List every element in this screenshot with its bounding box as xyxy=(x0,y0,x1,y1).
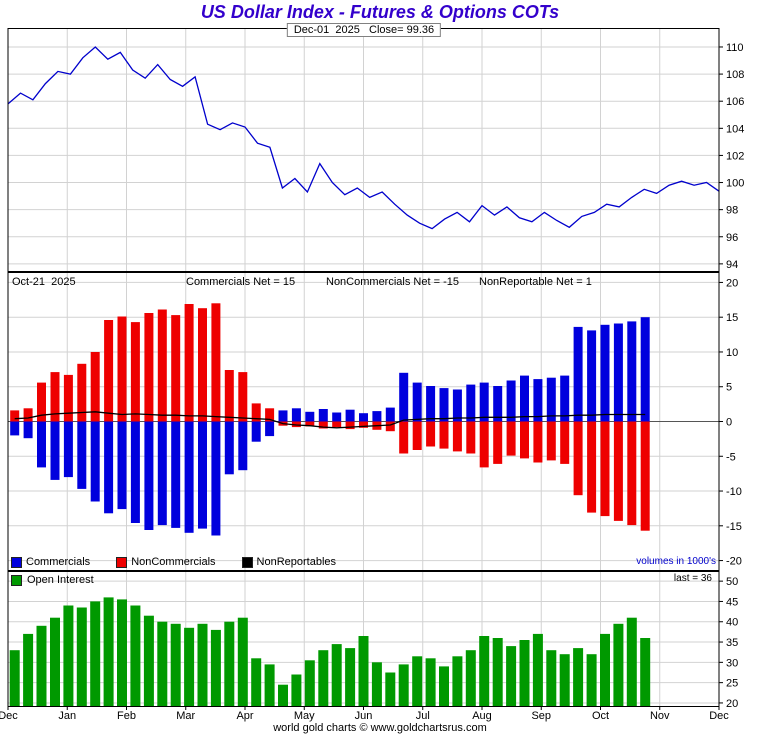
open-interest-series xyxy=(9,597,651,706)
svg-text:25: 25 xyxy=(726,678,738,690)
svg-text:-5: -5 xyxy=(726,451,736,463)
svg-text:15: 15 xyxy=(726,312,738,324)
svg-text:-20: -20 xyxy=(726,556,742,568)
legend-label-commercials: Commercials xyxy=(26,556,91,568)
volumes-note: volumes in 1000's xyxy=(636,556,716,567)
nonreportables-swatch-icon xyxy=(241,556,253,568)
open-interest-legend-label: Open Interest xyxy=(27,574,94,586)
legend-item-nonreportables: NonReportables xyxy=(241,556,337,568)
commercials-series xyxy=(10,317,650,536)
legend-label-nonreportables: NonReportables xyxy=(256,556,337,568)
month-label: Feb xyxy=(117,710,136,722)
open-interest-swatch-icon xyxy=(11,574,22,586)
svg-text:-15: -15 xyxy=(726,521,742,533)
svg-text:98: 98 xyxy=(726,205,738,217)
noncommercials-swatch-icon xyxy=(116,556,128,568)
month-label: Jan xyxy=(58,710,77,722)
noncommercials-series xyxy=(10,303,650,531)
svg-text:104: 104 xyxy=(726,123,744,135)
month-label: May xyxy=(293,710,315,722)
svg-text:10: 10 xyxy=(726,347,738,359)
month-label: Dec xyxy=(709,710,729,722)
legend-label-noncommercials: NonCommercials xyxy=(131,556,216,568)
svg-text:20: 20 xyxy=(726,698,738,710)
price-chart-svg: 110 108 106 104 102 100 98 96 94 xyxy=(7,28,744,272)
page-title: US Dollar Index - Futures & Options COTs xyxy=(200,2,560,22)
svg-text:20: 20 xyxy=(726,277,738,289)
svg-text:35: 35 xyxy=(726,637,738,649)
cot-date-label: Oct-21 2025 xyxy=(12,276,76,288)
cot-net-chart-svg: 20 15 10 5 0 -5 -10 -15 -20 xyxy=(7,272,742,571)
price-close-label: Dec-01 2025 Close= 99.36 xyxy=(286,23,442,37)
svg-text:40: 40 xyxy=(726,617,738,629)
month-label: Apr xyxy=(236,710,254,722)
legend-item-commercials: Commercials xyxy=(11,556,90,568)
svg-text:-10: -10 xyxy=(726,486,742,498)
open-interest-legend: Open Interest xyxy=(11,574,94,586)
svg-text:96: 96 xyxy=(726,232,738,244)
month-label: Jun xyxy=(354,710,373,722)
footer-credit: world gold charts © www.goldchartsrus.co… xyxy=(273,722,487,734)
commercials-swatch-icon xyxy=(11,556,22,568)
month-label: Sep xyxy=(531,710,552,722)
svg-text:102: 102 xyxy=(726,150,744,162)
svg-text:5: 5 xyxy=(726,382,732,394)
svg-text:94: 94 xyxy=(726,259,738,271)
nonreportable-net-label: NonReportable Net = 1 xyxy=(479,276,592,288)
month-label: Aug xyxy=(472,710,492,722)
svg-text:45: 45 xyxy=(726,596,738,608)
svg-text:108: 108 xyxy=(726,69,744,81)
noncommercials-net-label: NonCommercials Net = -15 xyxy=(326,276,459,288)
month-label: Nov xyxy=(649,710,670,722)
svg-text:30: 30 xyxy=(726,657,738,669)
legend-item-noncommercials: NonCommercials xyxy=(116,556,216,568)
nonreportables-series xyxy=(14,411,646,429)
svg-text:0: 0 xyxy=(726,417,732,429)
us-dollar-index-series xyxy=(7,46,720,230)
commercials-net-label: Commercials Net = 15 xyxy=(186,276,296,288)
month-axis: Dec Jan Feb Mar Apr May Jun Jul Aug Sep Oct Nov Dec xyxy=(0,710,760,724)
svg-text:50: 50 xyxy=(726,576,738,588)
last-value-label: last = 36 xyxy=(673,573,712,584)
cot-legend: Commercials NonCommercials NonReportable… xyxy=(11,556,336,568)
month-label: Dec xyxy=(0,710,18,722)
month-label: Jul xyxy=(415,710,430,722)
month-label: Mar xyxy=(176,710,196,722)
svg-text:106: 106 xyxy=(726,96,744,108)
svg-text:100: 100 xyxy=(726,178,744,190)
month-label: Oct xyxy=(591,710,610,722)
open-interest-chart-svg: 50 45 40 35 30 25 20 xyxy=(7,571,738,710)
svg-text:110: 110 xyxy=(726,42,744,54)
